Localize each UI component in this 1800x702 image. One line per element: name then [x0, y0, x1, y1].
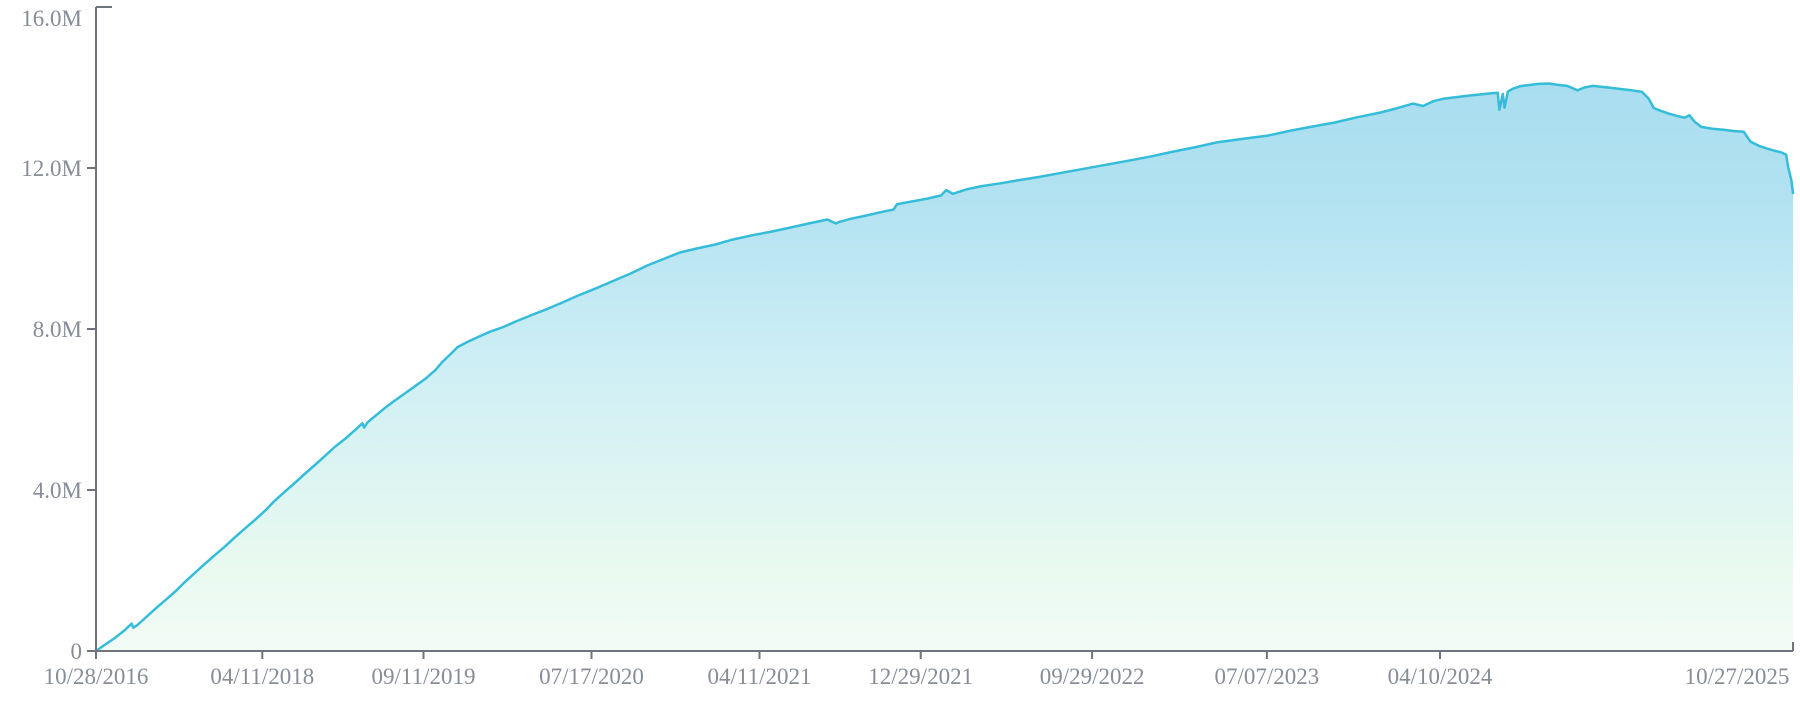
axis-lines — [87, 6, 1794, 659]
y-axis-tick-label: 12.0M — [21, 156, 82, 181]
series-area-fill — [96, 83, 1793, 651]
y-axis-tick-label: 4.0M — [33, 478, 82, 503]
x-axis-tick-label: 09/11/2019 — [372, 664, 476, 689]
y-axis-tick-label: 8.0M — [33, 317, 82, 342]
x-axis-labels: 10/28/2016 04/11/2018 09/11/2019 07/17/2020… — [44, 664, 1790, 689]
x-axis-tick-label: 07/07/2023 — [1215, 664, 1320, 689]
x-axis-tick-label: 09/29/2022 — [1040, 664, 1145, 689]
x-axis-tick-label: 12/29/2021 — [868, 664, 973, 689]
x-axis-tick-label: 04/10/2024 — [1388, 664, 1493, 689]
x-axis-tick-label: 07/17/2020 — [539, 664, 644, 689]
x-axis-tick-label: 04/11/2021 — [708, 664, 812, 689]
series-line — [94, 82, 1795, 653]
x-axis-tick-label: 10/28/2016 — [44, 664, 149, 689]
y-axis-tick-label: 16.0M — [21, 6, 82, 31]
y-axis-labels: 0 4.0M 8.0M 12.0M 16.0M — [21, 6, 82, 664]
x-axis-tick-label: 10/27/2025 — [1685, 664, 1790, 689]
x-axis-tick-label: 04/11/2018 — [210, 664, 314, 689]
y-axis-tick-label: 0 — [71, 639, 83, 664]
